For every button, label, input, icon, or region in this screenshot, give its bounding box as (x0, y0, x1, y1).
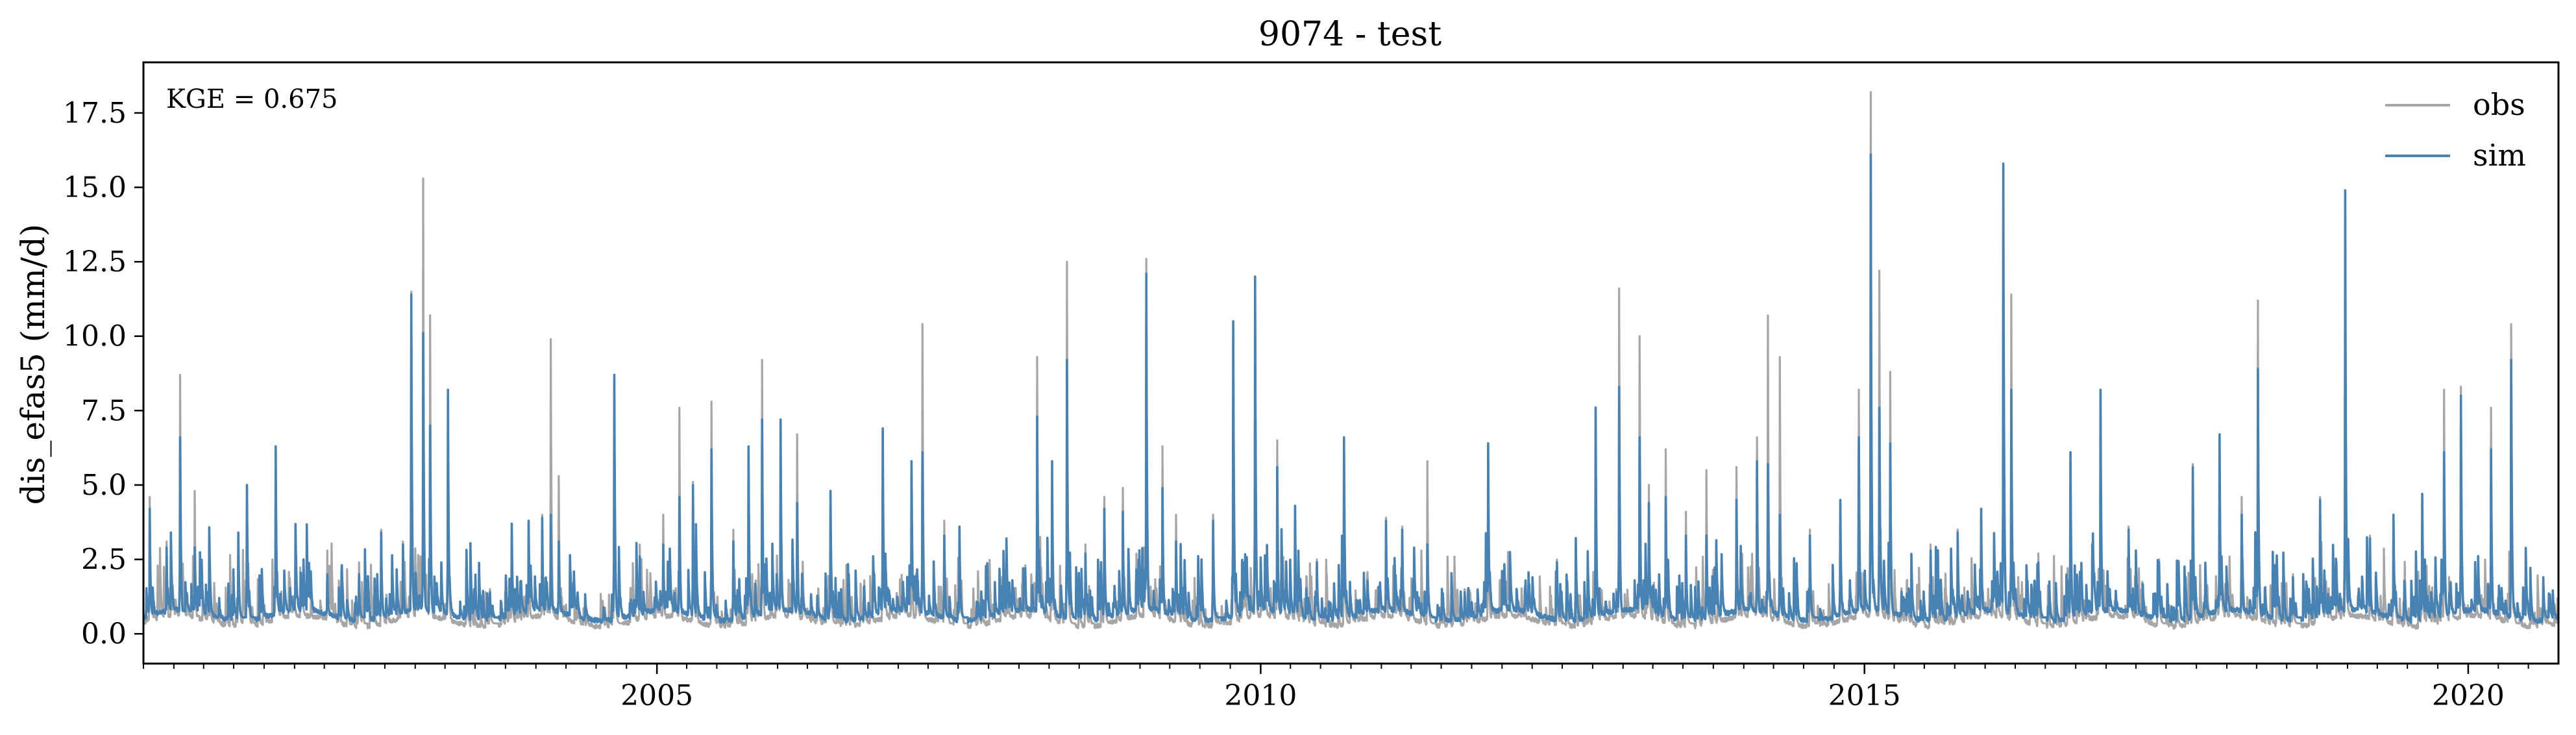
y-tick-label: 17.5 (63, 97, 127, 130)
y-tick-label: 5.0 (81, 469, 127, 502)
y-tick-label: 7.5 (81, 394, 127, 427)
legend-label-sim: sim (2473, 138, 2526, 173)
x-tick-label: 2010 (1224, 679, 1297, 712)
x-tick-label: 2005 (620, 679, 693, 712)
y-tick-label: 15.0 (63, 171, 127, 205)
legend: obs sim (2385, 87, 2526, 173)
chart-title: 9074 - test (1258, 15, 1441, 54)
kge-annotation: KGE = 0.675 (166, 84, 338, 114)
legend-label-obs: obs (2473, 87, 2525, 122)
y-tick-label: 0.0 (81, 617, 127, 651)
y-tick-label: 10.0 (63, 320, 127, 353)
x-tick-label: 2015 (1828, 679, 1901, 712)
x-axis-ticks: 2005 2010 2015 2020 (143, 664, 2529, 712)
y-axis-ticks: 0.0 2.5 5.0 7.5 10.0 12.5 15.0 17.5 (63, 97, 143, 651)
y-axis-label: dis_efas5 (mm/d) (14, 224, 52, 505)
y-tick-label: 12.5 (63, 245, 127, 279)
x-tick-label: 2020 (2432, 679, 2505, 712)
series-line-sim (143, 153, 2558, 624)
y-tick-label: 2.5 (81, 543, 127, 577)
series-line-obs (143, 91, 2558, 630)
plot-frame (142, 61, 2560, 665)
